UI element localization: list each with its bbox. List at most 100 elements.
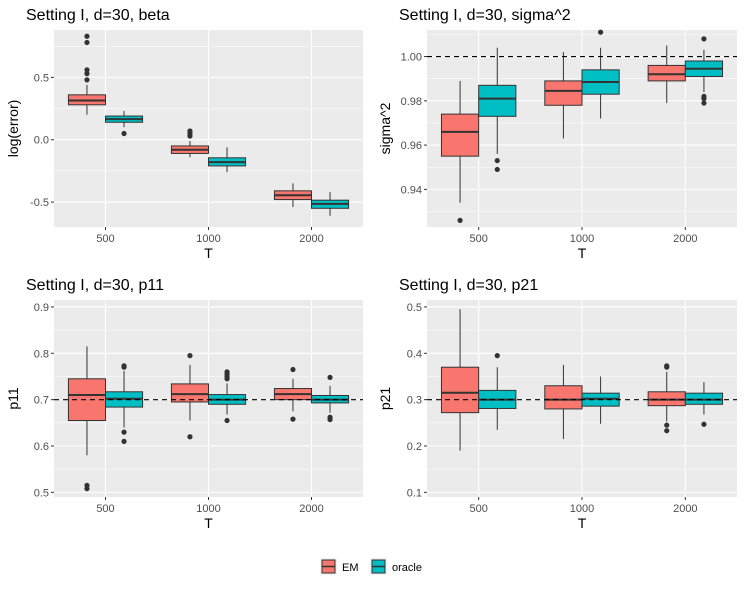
outlier-point xyxy=(187,128,193,134)
box-EM-2000 xyxy=(273,183,313,208)
box-oracle-500 xyxy=(105,363,144,444)
outlier-point xyxy=(327,374,333,381)
box-body xyxy=(170,383,209,403)
legend-label: oracle xyxy=(392,562,422,574)
y-tick-label: 0.4 xyxy=(407,348,422,360)
outlier-point xyxy=(701,93,707,100)
x-tick-label: 500 xyxy=(469,233,487,245)
y-tick-label: 0.0 xyxy=(34,135,49,147)
x-tick-label: 500 xyxy=(96,233,114,245)
y-tick-label: 0.5 xyxy=(407,302,422,314)
legend-label: EM xyxy=(342,562,359,574)
y-axis-label: log(error) xyxy=(5,100,21,158)
outlier-point xyxy=(664,422,670,428)
outlier-point xyxy=(224,417,230,424)
y-tick-label: 0.2 xyxy=(407,441,422,453)
y-axis-label: sigma^2 xyxy=(377,102,393,154)
x-tick-label: 500 xyxy=(96,503,114,515)
panel-3: Setting I, d=30, p11 0.5 0.6 0.7 0.8 0.9 500 10… xyxy=(5,277,363,531)
x-axis-label: T xyxy=(204,515,213,531)
y-tick-label: 0.94 xyxy=(401,184,422,196)
outlier-point xyxy=(121,429,127,435)
panel-1: Setting I, d=30, beta -0.5 0.0 0.5 500 1000 20… xyxy=(5,7,363,261)
x-tick-label: 1000 xyxy=(196,503,220,515)
box-EM-1000 xyxy=(170,128,209,158)
box-oracle-500 xyxy=(478,353,517,430)
outlier-point xyxy=(187,434,193,440)
y-tick-label: 0.96 xyxy=(401,140,422,152)
y-tick-label: 0.1 xyxy=(407,487,422,499)
outlier-point xyxy=(84,482,90,489)
legend: EM oracle xyxy=(320,558,422,575)
box-body xyxy=(440,113,480,157)
y-tick-label: 0.5 xyxy=(34,72,49,84)
box-oracle-2000 xyxy=(684,36,724,106)
box-EM-1000 xyxy=(544,52,583,139)
outlier-point xyxy=(84,71,90,77)
box-oracle-500 xyxy=(105,111,144,137)
outlier-point xyxy=(121,130,127,137)
box-oracle-2000 xyxy=(311,192,350,216)
box-EM-500 xyxy=(67,33,106,115)
outlier-point xyxy=(327,414,333,420)
outlier-point xyxy=(121,363,127,369)
y-tick-label: 0.7 xyxy=(34,395,49,407)
outlier-point xyxy=(290,416,296,422)
outlier-point xyxy=(84,77,90,83)
x-axis-label: T xyxy=(204,245,213,261)
outlier-point xyxy=(664,428,670,434)
y-tick-label: 0.3 xyxy=(407,395,422,407)
outlier-point xyxy=(494,157,500,164)
panel-title: Setting I, d=30, sigma^2 xyxy=(399,7,571,24)
outlier-point xyxy=(664,363,670,369)
outlier-point xyxy=(84,67,90,73)
legend-entry-oracle: oracle xyxy=(370,558,422,575)
box-oracle-1000 xyxy=(208,147,247,173)
outlier-point xyxy=(598,29,604,35)
panel-title: Setting I, d=30, p11 xyxy=(26,277,164,294)
x-tick-label: 1000 xyxy=(570,503,594,515)
panel-2: Setting I, d=30, sigma^2 0.94 0.96 0.98 1.00… xyxy=(377,7,737,261)
box-body xyxy=(478,84,517,117)
legend-entry-EM: EM xyxy=(320,558,359,575)
panel-title: Setting I, d=30, beta xyxy=(26,7,170,24)
box-body xyxy=(544,80,583,106)
box-oracle-1000 xyxy=(581,29,620,119)
y-tick-label: 0.9 xyxy=(34,302,49,314)
x-tick-label: 2000 xyxy=(299,503,323,515)
outlier-point xyxy=(457,217,463,223)
box-oracle-500 xyxy=(478,47,517,173)
y-axis-label: p21 xyxy=(377,387,393,411)
panel-4: Setting I, d=30, p21 0.1 0.2 0.3 0.4 0.5 500 10… xyxy=(377,277,737,531)
box-body xyxy=(647,64,686,82)
outlier-point xyxy=(187,353,193,359)
outlier-point xyxy=(494,166,500,173)
outlier-point xyxy=(290,366,296,373)
x-axis-label: T xyxy=(578,515,587,531)
x-tick-label: 1000 xyxy=(196,233,220,245)
y-tick-label: 0.8 xyxy=(34,348,49,360)
box-body xyxy=(440,366,480,414)
outlier-point xyxy=(701,100,707,106)
outlier-point xyxy=(701,36,707,42)
outlier-point xyxy=(121,438,127,444)
outlier-point xyxy=(701,421,707,427)
x-tick-label: 2000 xyxy=(299,233,323,245)
y-axis-label: p11 xyxy=(5,387,21,410)
box-EM-1000 xyxy=(170,353,209,440)
box-EM-500 xyxy=(440,309,480,451)
x-tick-label: 1000 xyxy=(570,233,594,245)
box-EM-500 xyxy=(440,80,480,223)
y-tick-label: 0.6 xyxy=(34,441,49,453)
x-tick-label: 2000 xyxy=(673,503,697,515)
x-tick-label: 500 xyxy=(469,503,487,515)
box-body xyxy=(544,385,583,410)
y-tick-label: 0.5 xyxy=(34,487,49,499)
panel-title: Setting I, d=30, p21 xyxy=(399,277,538,294)
y-tick-label: -0.5 xyxy=(30,197,49,209)
outlier-point xyxy=(84,39,90,46)
y-tick-label: 0.98 xyxy=(401,96,422,108)
x-tick-label: 2000 xyxy=(673,233,697,245)
y-tick-label: 1.00 xyxy=(401,52,422,64)
